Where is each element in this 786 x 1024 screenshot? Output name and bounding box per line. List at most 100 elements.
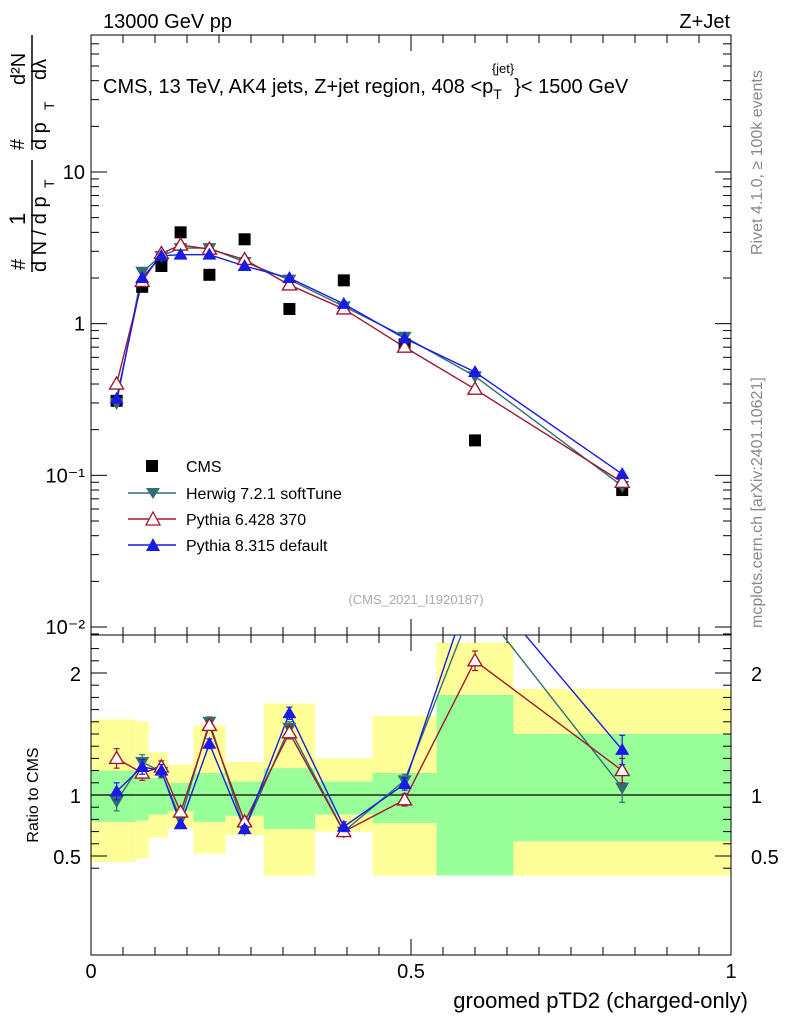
main-point-pythia-8-315-default [135,271,150,284]
ylabel-one: 1 [5,213,30,225]
main-point-cms [203,268,216,281]
main-line-pythia-6-428-370 [115,244,623,483]
xtick-label: 0 [85,961,96,983]
ylabel-numerator: d²N [8,53,30,85]
ratio-point-pythia-8-315-default [615,742,630,755]
ratio-band-green [193,773,226,822]
ratio-band-green [315,781,373,815]
ratio-uncertainty-bands [91,642,731,876]
ratio-series-markers [108,568,631,839]
rivet-label: Rivet 4.1.0, ≥ 100k events [749,70,766,255]
legend-marker-pythia6 [144,510,162,526]
ratio-band-green [148,777,168,815]
ratio-point-pythia-6-428-370 [281,724,298,739]
ratio-point-pythia-6-428-370 [172,803,189,818]
main-point-pythia-8-315-default [237,259,252,272]
main-line-herwig-7-2-1-softtune [115,247,623,487]
main-title: CMS, 13 TeV, AK4 jets, Z+jet region, 408… [103,61,629,102]
main-point-cms [283,302,296,315]
ratio-point-pythia-8-315-default [237,822,252,835]
ratio-band-green [436,694,514,876]
xlabel: groomed pTD2 (charged-only) [453,988,748,1013]
header-energy: 13000 GeV pp [103,11,232,33]
main-point-pythia-6-428-370 [396,338,413,353]
main-ytick-label: 10 [63,162,85,184]
ratio-ylabel: Ratio to CMS [25,747,42,842]
legend-cms: CMS [186,459,222,476]
xtick-label: 1 [725,961,736,983]
main-point-pythia-8-315-default [282,271,297,284]
ylabel-denominator-sub: T [41,179,57,188]
main-point-pythia-8-315-default [336,296,351,309]
main-point-pythia-8-315-default [468,365,482,378]
ratio-point-pythia-6-428-370 [613,762,631,777]
ratio-point-pythia-8-315-default [202,736,217,749]
mcplots-label: mcplots.cern.ch [arXiv:2401.10621] [749,377,766,628]
main-point-pythia-6-428-370 [613,473,631,488]
main-point-pythia-6-428-370 [466,380,484,395]
main-point-cms [238,233,251,246]
legend-herwig: Herwig 7.2.1 softTune [186,486,342,503]
main-series-markers [108,226,631,497]
legend-marker-pythia8 [146,538,160,551]
main-panel: 10⁻² 10⁻¹ 1 10 CMS, 13 TeV, AK4 jets, Z+jet… [46,34,732,639]
main-point-cms [337,274,350,287]
title-suffix: }< 1500 GeV [514,76,629,98]
ratio-point-pythia-8-315-default [154,763,169,776]
legend-marker-cms [146,460,158,472]
ratio-band-green [263,768,315,830]
ratio-point-pythia-6-428-370 [108,750,125,765]
main-ytick-label: 10⁻² [46,617,86,639]
ratio-point-pythia-6-428-370 [396,791,413,806]
main-point-pythia-8-315-default [397,331,412,344]
main-ylabel: # 1 d N / d p T # d²N d p T dλ [5,35,57,272]
main-ytick-label: 10⁻¹ [46,465,86,487]
ratio-point-pythia-8-315-default [397,777,412,790]
analysis-id: (CMS_2021_I1920187) [348,592,483,607]
main-point-pythia-8-315-default [202,247,217,260]
main-point-pythia-8-315-default [154,248,169,261]
ratio-ytick-label-right: 1 [751,786,762,808]
main-point-pythia-8-315-default [109,391,124,404]
ratio-point-herwig-7-2-1-softtune [109,796,124,809]
ratio-point-herwig-7-2-1-softtune [615,782,630,795]
main-point-pythia-8-315-default [615,467,630,480]
main-point-pythia-6-428-370 [281,276,298,291]
title-sup: {jet} [492,61,515,76]
main-series-lines [115,244,623,487]
main-ytick-label: 1 [74,314,85,336]
ratio-ytick-label: 0.5 [53,847,81,869]
main-point-cms [155,260,168,273]
ratio-point-pythia-8-315-default [109,784,124,797]
title-prefix: CMS, 13 TeV, AK4 jets, Z+jet region, 408… [103,76,493,98]
main-point-cms [469,434,481,447]
ylabel-dlambda: dλ [29,59,51,80]
ratio-point-pythia-6-428-370 [466,652,484,667]
title-sub: T [493,86,502,102]
ratio-ytick-label-right: 0.5 [751,847,779,869]
ratio-panel: 0.5 0.5 1 1 2 2 0 0.5 1 Ratio to CMS groomed pTD… [25,568,779,1013]
ratio-ytick-label: 1 [70,786,81,808]
ratio-point-pythia-8-315-default [135,759,150,772]
main-line-pythia-8-315-default [115,253,623,475]
ratio-band-green [135,774,149,821]
legend-pythia6: Pythia 6.428 370 [186,512,306,529]
ratio-point-pythia-8-315-default [336,819,351,832]
ratio-point-pythia-8-315-default [282,706,297,719]
xtick-label: 0.5 [397,961,425,983]
legend-pythia8: Pythia 8.315 default [186,538,328,555]
header-process: Z+Jet [679,11,730,33]
ylabel-dp-sub: T [41,101,57,110]
ratio-point-pythia-8-315-default [468,568,482,580]
main-point-pythia-6-428-370 [108,375,125,390]
legend-marker-herwig [146,488,160,499]
main-point-pythia-8-315-default [173,247,188,260]
ratio-point-pythia-8-315-default [173,817,188,830]
ylabel-denominator: d N / d p [29,196,51,272]
legend: CMS Herwig 7.2.1 softTune Pythia 6.428 3… [128,459,342,555]
ylabel-hash-1: # [8,258,30,270]
ylabel-dp: d p [29,122,51,150]
ratio-ytick-label-right: 2 [751,664,762,686]
main-ticks: 10⁻² 10⁻¹ 1 10 [46,34,732,639]
